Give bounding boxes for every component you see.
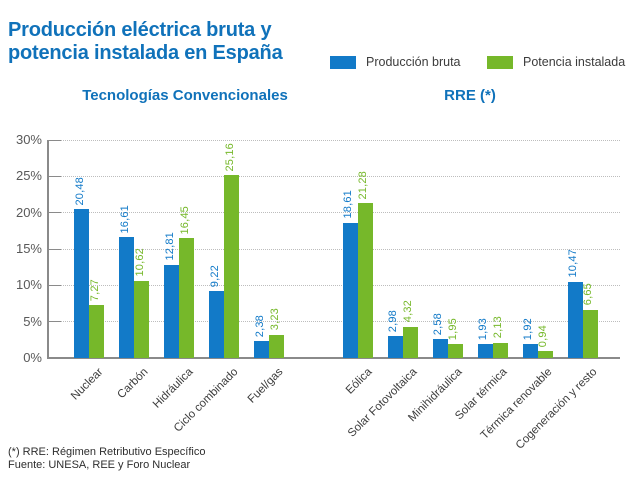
y-tick bbox=[48, 175, 61, 177]
bar-produccion-bruta bbox=[254, 340, 269, 358]
bar-produccion-bruta bbox=[477, 343, 493, 358]
y-axis-tick-label: 5% bbox=[23, 313, 42, 329]
bar-value-label: 2,98 bbox=[387, 310, 399, 333]
bar-produccion-bruta bbox=[164, 264, 179, 358]
y-axis-line bbox=[47, 140, 49, 358]
bar-potencia-instalada bbox=[402, 326, 418, 358]
footnote-fuente: Fuente: UNESA, REE y Foro Nuclear bbox=[8, 459, 191, 471]
bar-produccion-bruta bbox=[522, 344, 538, 358]
group-subtitle-rre: RRE (*) bbox=[444, 87, 496, 104]
bar-value-label: 1,92 bbox=[522, 317, 534, 341]
bar-potencia-instalada bbox=[447, 343, 463, 358]
bar-value-label: 16,61 bbox=[118, 204, 131, 234]
bar-produccion-bruta bbox=[342, 222, 358, 358]
bar-value-label: 10,47 bbox=[567, 249, 579, 278]
bar-produccion-bruta bbox=[432, 339, 448, 358]
bar-value-label: 2,58 bbox=[432, 313, 444, 336]
bar-produccion-bruta bbox=[387, 336, 403, 358]
y-tick bbox=[48, 284, 61, 286]
bar-potencia-instalada bbox=[537, 351, 553, 358]
bar-potencia-instalada bbox=[357, 203, 373, 358]
y-axis-tick-label: 30% bbox=[15, 132, 42, 147]
bar-value-label: 9,22 bbox=[208, 264, 221, 288]
legend-item-potencia-instalada: Potencia instalada bbox=[487, 55, 625, 69]
legend-item-produccion-bruta: Producción bruta bbox=[330, 55, 461, 69]
bar-produccion-bruta bbox=[74, 209, 89, 358]
y-axis-tick-label: 10% bbox=[15, 277, 42, 293]
page-title: Producción eléctrica bruta y potencia in… bbox=[8, 19, 283, 65]
legend-label: Potencia instalada bbox=[523, 55, 626, 69]
gridline bbox=[48, 248, 620, 250]
bar-produccion-bruta bbox=[567, 281, 583, 358]
gridline bbox=[48, 321, 620, 323]
y-tick bbox=[48, 321, 61, 323]
bar-value-label: 1,93 bbox=[477, 317, 489, 340]
bar-value-label: 1,95 bbox=[447, 317, 459, 340]
gridline bbox=[48, 139, 620, 141]
bar-value-label: 18,61 bbox=[342, 190, 354, 219]
y-tick bbox=[48, 139, 61, 141]
y-axis-tick-label: 20% bbox=[15, 204, 42, 220]
bar-value-label: 6,65 bbox=[582, 283, 594, 306]
bar-value-label: 10,62 bbox=[133, 248, 146, 277]
bar-value-label: 20,48 bbox=[73, 176, 86, 206]
gridline bbox=[48, 284, 620, 286]
bar-value-label: 0,94 bbox=[537, 324, 549, 348]
gridline bbox=[48, 212, 620, 214]
bar-value-label: 21,28 bbox=[357, 170, 369, 200]
y-axis-tick-label: 0% bbox=[23, 350, 42, 365]
legend-swatch-blue-icon bbox=[330, 55, 356, 69]
bar-potencia-instalada bbox=[179, 238, 194, 358]
x-axis-line bbox=[47, 357, 620, 359]
gridline bbox=[48, 175, 620, 177]
legend-swatch-green-icon bbox=[487, 55, 513, 69]
group-subtitle-convencionales: Tecnologías Convencionales bbox=[82, 87, 288, 104]
bar-produccion-bruta bbox=[119, 237, 134, 358]
bar-value-label: 12,81 bbox=[163, 232, 176, 261]
bar-value-label: 3,23 bbox=[268, 308, 281, 331]
bar-value-label: 2,13 bbox=[492, 316, 504, 339]
bar-value-label: 2,38 bbox=[253, 314, 266, 337]
y-tick bbox=[48, 248, 61, 250]
legend-label: Producción bruta bbox=[366, 55, 461, 69]
bar-potencia-instalada bbox=[269, 334, 284, 358]
bar-produccion-bruta bbox=[209, 291, 224, 358]
bar-value-label: 25,16 bbox=[223, 142, 236, 172]
bar-value-label: 4,32 bbox=[402, 300, 414, 323]
bar-potencia-instalada bbox=[134, 280, 149, 358]
y-tick bbox=[48, 212, 61, 214]
y-axis-tick-label: 25% bbox=[15, 168, 42, 184]
y-axis-tick-label: 15% bbox=[15, 241, 42, 256]
bar-value-label: 16,45 bbox=[178, 205, 191, 235]
bar-potencia-instalada bbox=[582, 309, 598, 358]
bar-value-label: 7,27 bbox=[88, 278, 101, 302]
bar-potencia-instalada bbox=[224, 175, 239, 358]
footnote-rre: (*) RRE: Régimen Retributivo Específico bbox=[8, 446, 206, 458]
bar-potencia-instalada bbox=[89, 305, 104, 358]
bar-potencia-instalada bbox=[492, 342, 508, 358]
